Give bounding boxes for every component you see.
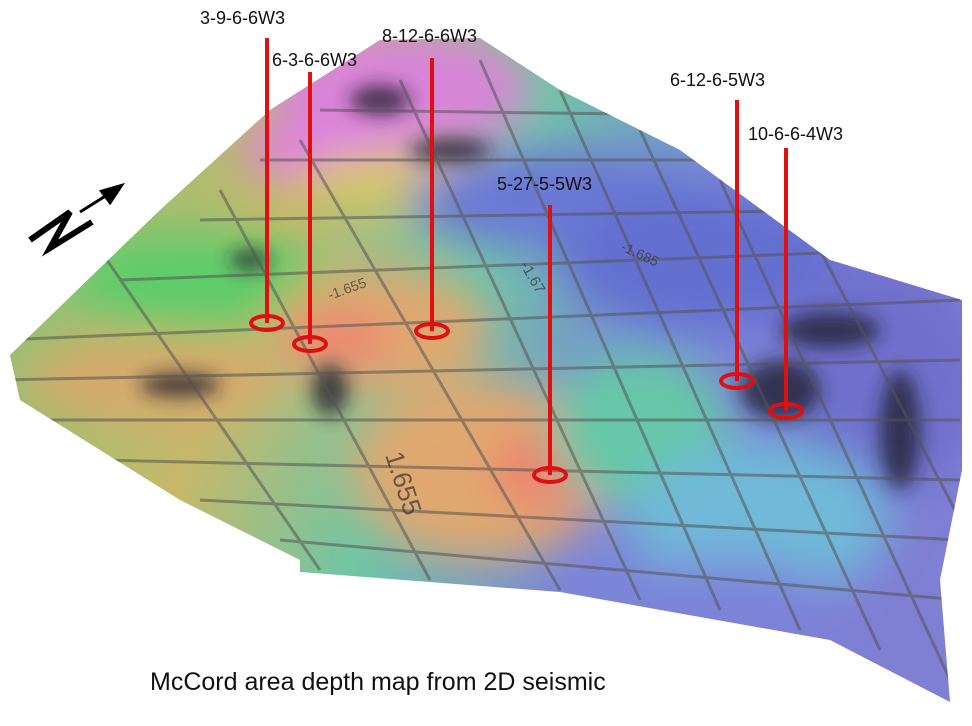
well-marker bbox=[768, 402, 804, 420]
well-label: 6-12-6-5W3 bbox=[670, 70, 765, 90]
well-label: 5-27-5-5W3 bbox=[497, 174, 592, 194]
well-marker bbox=[249, 314, 285, 332]
well-marker bbox=[292, 335, 328, 353]
well: 6-12-6-5W3 bbox=[670, 70, 765, 390]
north-arrow bbox=[28, 182, 126, 257]
well-label: 6-3-6-6W3 bbox=[272, 50, 357, 70]
well-label: 10-6-6-4W3 bbox=[748, 124, 843, 144]
well: 10-6-6-4W3 bbox=[748, 124, 843, 420]
well-marker bbox=[414, 322, 450, 340]
well-label: 8-12-6-6W3 bbox=[382, 26, 477, 46]
well: 3-9-6-6W3 bbox=[200, 8, 285, 332]
caption: McCord area depth map from 2D seismic bbox=[150, 668, 606, 696]
well: 8-12-6-6W3 bbox=[382, 26, 477, 340]
well: 5-27-5-5W3 bbox=[497, 174, 592, 484]
well-marker bbox=[719, 372, 755, 390]
well: 6-3-6-6W3 bbox=[272, 50, 357, 353]
wells: 3-9-6-6W3 6-3-6-6W3 8-12-6-6W3 5-27-5-5W3 6-… bbox=[200, 8, 843, 484]
well-label: 3-9-6-6W3 bbox=[200, 8, 285, 28]
well-marker bbox=[532, 466, 568, 484]
